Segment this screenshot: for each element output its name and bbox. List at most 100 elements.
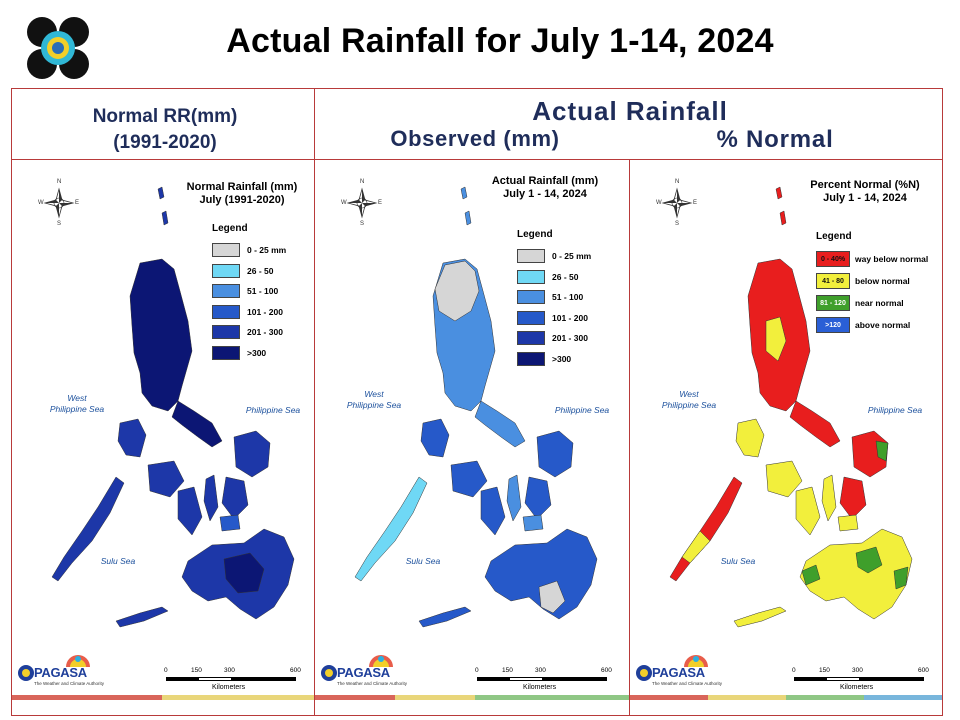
bicol-region — [171, 400, 223, 448]
scale-bar-graphic — [794, 677, 924, 681]
legend-label: 201 - 300 — [247, 327, 283, 338]
map-panel-actual: N W E S Actual Rainfall (mm) July 1 - 14… — [315, 161, 629, 713]
leyte-island — [524, 476, 552, 520]
legend-item: >300 — [212, 343, 286, 364]
scale-unit: Kilometers — [523, 684, 557, 691]
pagasa-logo: PAGASA The Weather and Climate Authority — [634, 651, 724, 695]
central-luzon-yellow — [765, 316, 787, 362]
legend-swatch: 0 - 40% — [816, 251, 850, 267]
legend-label: 26 - 50 — [552, 271, 579, 282]
scale-tick-150: 150 — [502, 667, 513, 674]
compass-s: S — [57, 221, 62, 227]
mindoro-island — [420, 418, 450, 458]
legend-swatch — [212, 284, 240, 299]
legend-item: 51 - 100 — [517, 287, 591, 308]
sulu-archipelago — [733, 606, 787, 628]
mindanao-dry-patch — [538, 580, 566, 614]
pagasa-tagline: The Weather and Climate Authority — [34, 681, 104, 686]
legend-swatch — [212, 345, 240, 360]
scale-tick-300: 300 — [224, 667, 235, 674]
compass-icon — [43, 187, 75, 219]
header-actual-rainfall: Actual Rainfall — [532, 96, 728, 126]
map-title-normal-line2: July (1991-2020) — [199, 194, 285, 206]
legend-title: Legend — [517, 229, 553, 240]
header-divider — [11, 159, 943, 160]
scale-tick-150: 150 — [191, 667, 202, 674]
column-divider-2 — [629, 159, 630, 716]
pagasa-tagline: The Weather and Climate Authority — [337, 681, 407, 686]
sea-label-sulu: Sulu Sea — [405, 556, 441, 566]
bohol-island — [522, 514, 544, 532]
batanes-islands — [157, 186, 169, 226]
map-title-actual-line2: July 1 - 14, 2024 — [503, 188, 587, 200]
legend-item: 201 - 300 — [212, 322, 286, 343]
mindoro-island — [117, 418, 147, 458]
legend-label: 101 - 200 — [552, 312, 588, 323]
mindanao-region — [484, 528, 598, 620]
legend-swatch — [517, 269, 545, 284]
sulu-archipelago — [115, 606, 169, 628]
bicol-region — [474, 400, 526, 448]
samar-island — [536, 430, 574, 478]
map-normal-svg — [43, 186, 295, 628]
mindanao-green-patch — [855, 546, 883, 574]
color-strip-green-2 — [786, 695, 864, 700]
legend-item: 101 - 200 — [212, 302, 286, 323]
compass-s: S — [360, 221, 365, 227]
legend-label: near normal — [855, 298, 904, 308]
legend-item: 26 - 50 — [212, 261, 286, 282]
legend-swatch — [517, 310, 545, 325]
sea-label-east: Philippine Sea — [554, 405, 610, 415]
slide-title: Actual Rainfall for July 1-14, 2024 — [226, 22, 774, 60]
pagasa-tagline: The Weather and Climate Authority — [652, 681, 722, 686]
header-percent-normal: % Normal — [716, 126, 834, 153]
column-divider-1 — [314, 88, 315, 716]
dost-logo — [27, 17, 89, 79]
legend-item: 26 - 50 — [517, 267, 591, 288]
legend-item: >300 — [517, 349, 591, 370]
color-strip-yellow — [162, 695, 314, 700]
sea-west-line2: Philippine Sea — [49, 404, 105, 414]
legend-swatch — [212, 304, 240, 319]
cebu-island — [821, 474, 837, 522]
sulu-archipelago — [418, 606, 472, 628]
color-strip-blue — [864, 695, 942, 700]
color-strip-yellow-2 — [395, 695, 475, 700]
bohol-island — [219, 514, 241, 532]
sea-west-line1: West — [679, 389, 699, 399]
batanes-islands — [775, 186, 787, 226]
compass-e: E — [693, 200, 698, 206]
pagasa-logo-word: PAGASA — [337, 665, 390, 680]
compass-w: W — [38, 200, 44, 206]
sea-label-west: West Philippine Sea — [654, 389, 724, 411]
legend-actual: Legend 0 - 25 mm 26 - 50 51 - 100 101 - … — [517, 229, 591, 369]
sea-west-line2: Philippine Sea — [346, 400, 402, 410]
sea-label-west: West Philippine Sea — [339, 389, 409, 411]
legend-percent: Legend 0 - 40% way below normal 41 - 80 be… — [816, 231, 928, 336]
cebu-island — [506, 474, 522, 522]
legend-item: 81 - 120 near normal — [816, 292, 928, 314]
panay-island — [450, 460, 488, 498]
map-title-percent-line2: July 1 - 14, 2024 — [823, 192, 907, 204]
sea-west-line1: West — [364, 389, 384, 399]
batanes-islands — [460, 186, 472, 226]
sea-label-sulu: Sulu Sea — [100, 556, 136, 566]
mindanao-region — [799, 528, 913, 620]
legend-swatch — [517, 290, 545, 305]
panay-island — [147, 460, 185, 498]
palawan-island — [354, 476, 428, 582]
legend-title: Legend — [816, 231, 852, 242]
sea-label-sulu: Sulu Sea — [720, 556, 756, 566]
sea-west-line2: Philippine Sea — [661, 400, 717, 410]
scale-tick-300: 300 — [852, 667, 863, 674]
bohol-island — [837, 514, 859, 532]
pagasa-logo: PAGASA The Weather and Climate Authority — [16, 651, 106, 695]
philippines-map-percent — [669, 186, 913, 628]
legend-item: 201 - 300 — [517, 328, 591, 349]
map-title-actual-line1: Actual Rainfall (mm) — [491, 175, 599, 187]
scale-tick-0: 0 — [792, 667, 796, 674]
samar-east-green — [875, 440, 889, 462]
map-panel-normal: N W E S Normal Rainfall (mm) July (1991-… — [12, 161, 314, 713]
map-title-normal: Normal Rainfall (mm) July (1991-2020) — [172, 181, 312, 207]
luzon-region — [129, 258, 193, 412]
